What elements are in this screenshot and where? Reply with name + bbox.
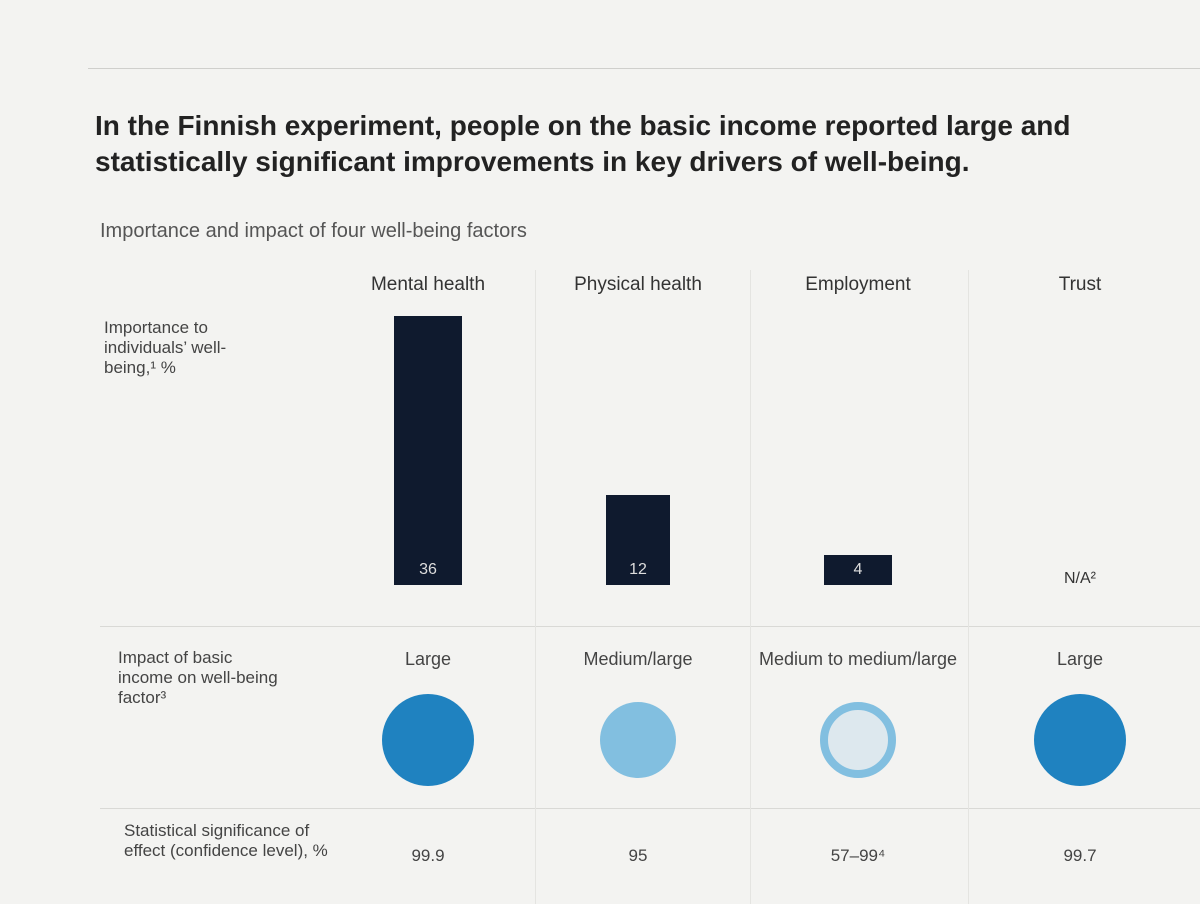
column-header: Mental health xyxy=(370,274,486,295)
impact-label: Large xyxy=(1056,649,1104,669)
row-label: Impact of basic income on well-being fac… xyxy=(118,648,278,707)
col-rule xyxy=(968,270,969,904)
col-rule xyxy=(535,270,536,904)
data-label: 12 xyxy=(629,561,647,578)
impact-circle xyxy=(600,702,676,778)
row-label: Importance to individuals’ well-being,¹ … xyxy=(104,318,227,377)
impact-label: Medium/large xyxy=(583,649,693,669)
column-header: Employment xyxy=(805,274,911,295)
significance-value: 95 xyxy=(628,846,648,865)
data-label: N/A² xyxy=(1064,570,1096,587)
row-label: Statistical significance of effect (conf… xyxy=(124,821,328,860)
impact-circle xyxy=(382,694,474,786)
impact-label: Medium to medium/large xyxy=(758,649,958,669)
chart-subtitle: Importance and impact of four well-being… xyxy=(100,220,527,242)
data-label: 36 xyxy=(419,561,437,578)
bar xyxy=(394,316,462,585)
bar xyxy=(824,555,892,585)
data-label: 4 xyxy=(853,561,863,578)
significance-value: 99.9 xyxy=(411,846,445,865)
impact-label: Large xyxy=(404,649,452,669)
bar xyxy=(606,495,670,585)
significance-value: 57–99⁴ xyxy=(830,846,886,865)
impact-circle xyxy=(1034,694,1126,786)
impact-circle xyxy=(820,702,896,778)
col-rule xyxy=(750,270,751,904)
chart-title: In the Finnish experiment, people on the… xyxy=(95,110,1071,177)
top-rule xyxy=(88,68,1200,69)
column-header: Trust xyxy=(1058,274,1102,295)
column-header: Physical health xyxy=(574,274,702,295)
row-rule xyxy=(100,808,1200,809)
significance-value: 99.7 xyxy=(1063,846,1097,865)
row-rule xyxy=(100,626,1200,627)
